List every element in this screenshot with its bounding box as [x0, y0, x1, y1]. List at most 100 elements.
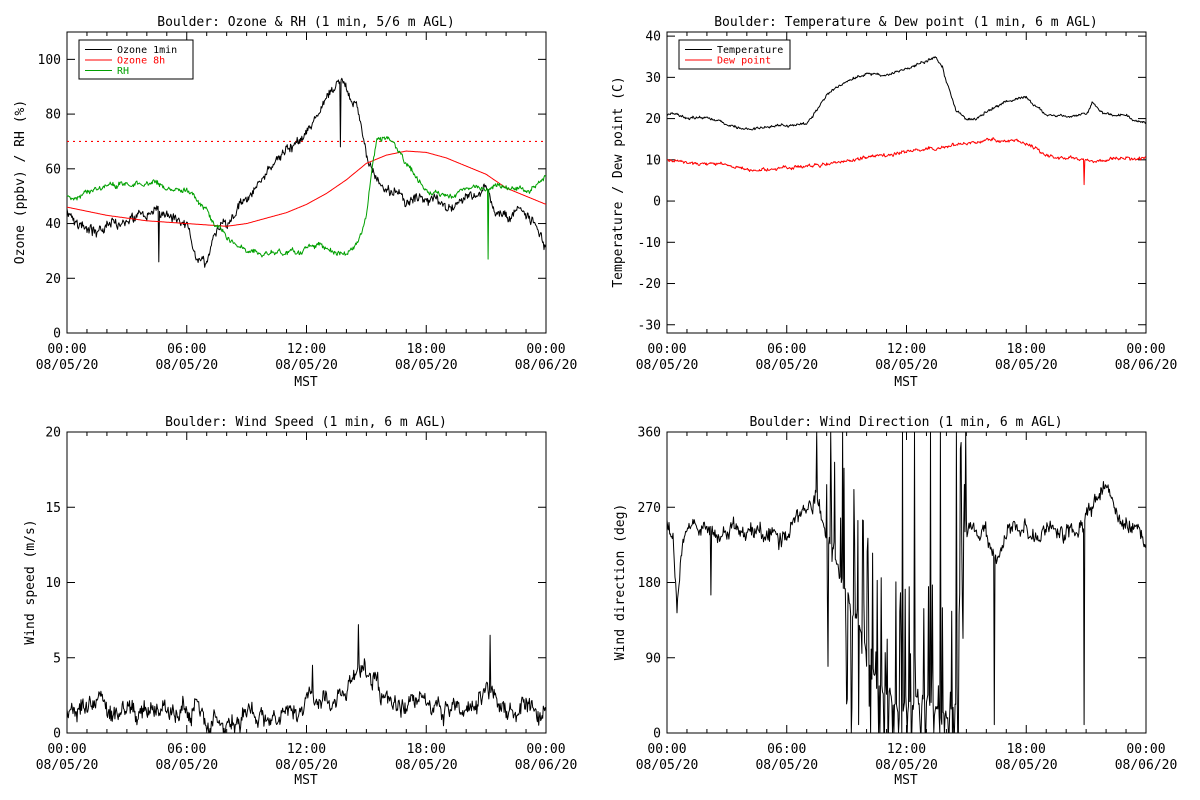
- y-tick-label: 15: [45, 501, 61, 516]
- series-line-series-0: [666, 431, 1147, 734]
- axis-ticks: 00:0008/05/2006:0008/05/2012:0008/05/201…: [36, 31, 578, 373]
- x-tick-label-time: 18:00: [407, 342, 446, 357]
- x-tick-label-date: 08/05/20: [636, 758, 699, 773]
- x-tick-label-date: 08/05/20: [36, 358, 99, 373]
- y-tick-label: 180: [638, 576, 661, 591]
- x-tick-label-date: 08/05/20: [636, 358, 699, 373]
- x-tick-label-date: 08/05/20: [395, 358, 458, 373]
- x-tick-label-time: 00:00: [47, 742, 86, 757]
- x-tick-label-date: 08/05/20: [995, 758, 1058, 773]
- y-tick-label: 0: [53, 327, 61, 342]
- panel-wind-direction: Boulder: Wind Direction (1 min, 6 m AGL)…: [613, 415, 1177, 788]
- x-axis-label: MST: [294, 773, 318, 788]
- panel-wind-speed: Boulder: Wind Speed (1 min, 6 m AGL) MST…: [23, 415, 577, 788]
- x-tick-label-time: 00:00: [47, 342, 86, 357]
- x-tick-label-date: 08/05/20: [755, 758, 818, 773]
- x-tick-label-date: 08/05/20: [995, 358, 1058, 373]
- x-tick-label-time: 00:00: [526, 742, 565, 757]
- legend-box: [678, 39, 791, 70]
- x-tick-label-date: 08/05/20: [36, 758, 99, 773]
- legend-label-temperature: Temperature: [717, 45, 783, 56]
- x-tick-label-time: 06:00: [167, 342, 206, 357]
- y-tick-label: 60: [45, 162, 61, 177]
- panel-title: Boulder: Temperature & Dew point (1 min,…: [714, 15, 1098, 30]
- x-tick-label-time: 00:00: [1126, 742, 1165, 757]
- plot-area: [66, 624, 547, 734]
- y-axis-label: Temperature / Dew point (C): [611, 76, 626, 287]
- x-tick-label-time: 18:00: [1007, 742, 1046, 757]
- y-tick-label: 270: [638, 501, 661, 516]
- x-tick-label-time: 18:00: [407, 742, 446, 757]
- legend: Temperature Dew point: [678, 39, 791, 70]
- x-tick-label-time: 12:00: [287, 342, 326, 357]
- legend-label-dew-point: Dew point: [717, 56, 771, 67]
- x-tick-label-time: 06:00: [767, 342, 806, 357]
- x-tick-label-date: 08/06/20: [515, 758, 578, 773]
- x-tick-label-time: 12:00: [887, 742, 926, 757]
- y-tick-label: -10: [638, 236, 661, 251]
- x-tick-label-date: 08/05/20: [755, 358, 818, 373]
- plot-area: [666, 431, 1147, 734]
- panel-title: Boulder: Wind Speed (1 min, 6 m AGL): [165, 415, 447, 430]
- x-tick-label-date: 08/05/20: [155, 358, 218, 373]
- y-tick-label: 20: [45, 272, 61, 287]
- x-tick-label-date: 08/05/20: [275, 758, 338, 773]
- y-tick-label: 40: [645, 30, 661, 45]
- x-tick-label-date: 08/05/20: [275, 358, 338, 373]
- x-axis-label: MST: [294, 375, 318, 390]
- axis-ticks: 00:0008/05/2006:0008/05/2012:0008/05/201…: [636, 426, 1178, 774]
- y-axis-label: Wind direction (deg): [613, 504, 628, 661]
- plot-area: [666, 56, 1147, 186]
- x-tick-label-date: 08/06/20: [515, 358, 578, 373]
- panel-title: Boulder: Wind Direction (1 min, 6 m AGL): [749, 415, 1062, 430]
- y-tick-label: 90: [645, 651, 661, 666]
- y-tick-label: 30: [645, 71, 661, 86]
- x-tick-label-time: 18:00: [1007, 342, 1046, 357]
- series-line-rh: [66, 136, 547, 260]
- x-tick-label-date: 08/06/20: [1115, 758, 1178, 773]
- y-tick-label: 0: [53, 727, 61, 742]
- y-axis-label: Wind speed (m/s): [23, 519, 38, 644]
- series-line-series-0: [66, 624, 547, 734]
- axis-ticks: 00:0008/05/2006:0008/05/2012:0008/05/201…: [636, 30, 1178, 373]
- y-tick-label: 10: [45, 576, 61, 591]
- x-tick-label-date: 08/05/20: [875, 758, 938, 773]
- series-line-dew-point: [666, 137, 1147, 186]
- series-line-ozone-8h: [66, 150, 547, 227]
- legend-label-ozone-8h: Ozone 8h: [117, 56, 165, 67]
- x-tick-label-date: 08/05/20: [875, 358, 938, 373]
- x-tick-label-time: 00:00: [647, 742, 686, 757]
- legend: Ozone 1min Ozone 8h RH: [78, 39, 194, 80]
- y-tick-label: 360: [638, 426, 661, 441]
- y-tick-label: 0: [653, 727, 661, 742]
- y-axis-label: Ozone (ppbv) / RH (%): [13, 100, 28, 264]
- y-tick-label: -30: [638, 318, 661, 333]
- x-tick-label-time: 12:00: [887, 342, 926, 357]
- x-tick-label-date: 08/06/20: [1115, 358, 1178, 373]
- x-tick-label-date: 08/05/20: [155, 758, 218, 773]
- axis-ticks: 00:0008/05/2006:0008/05/2012:0008/05/201…: [36, 426, 578, 774]
- x-axis-label: MST: [894, 773, 918, 788]
- x-axis-label: MST: [894, 375, 918, 390]
- x-tick-label-time: 06:00: [767, 742, 806, 757]
- plot-area: [66, 77, 547, 268]
- x-tick-label-time: 00:00: [1126, 342, 1165, 357]
- legend-label-ozone-1min: Ozone 1min: [117, 45, 177, 56]
- y-tick-label: 5: [53, 651, 61, 666]
- panel-temperature-dewpoint: Boulder: Temperature & Dew point (1 min,…: [611, 15, 1177, 390]
- y-tick-label: 20: [45, 426, 61, 441]
- y-tick-label: 20: [645, 112, 661, 127]
- x-tick-label-time: 06:00: [167, 742, 206, 757]
- panel-ozone-rh: Boulder: Ozone & RH (1 min, 5/6 m AGL) M…: [13, 15, 577, 390]
- x-tick-label-time: 12:00: [287, 742, 326, 757]
- panel-title: Boulder: Ozone & RH (1 min, 5/6 m AGL): [157, 15, 454, 30]
- y-tick-label: 80: [45, 108, 61, 123]
- y-tick-label: 10: [645, 153, 661, 168]
- y-tick-label: 40: [45, 217, 61, 232]
- legend-label-rh: RH: [117, 66, 129, 77]
- series-line-temperature: [666, 56, 1147, 131]
- y-tick-label: 100: [38, 53, 61, 68]
- y-tick-label: 0: [653, 195, 661, 210]
